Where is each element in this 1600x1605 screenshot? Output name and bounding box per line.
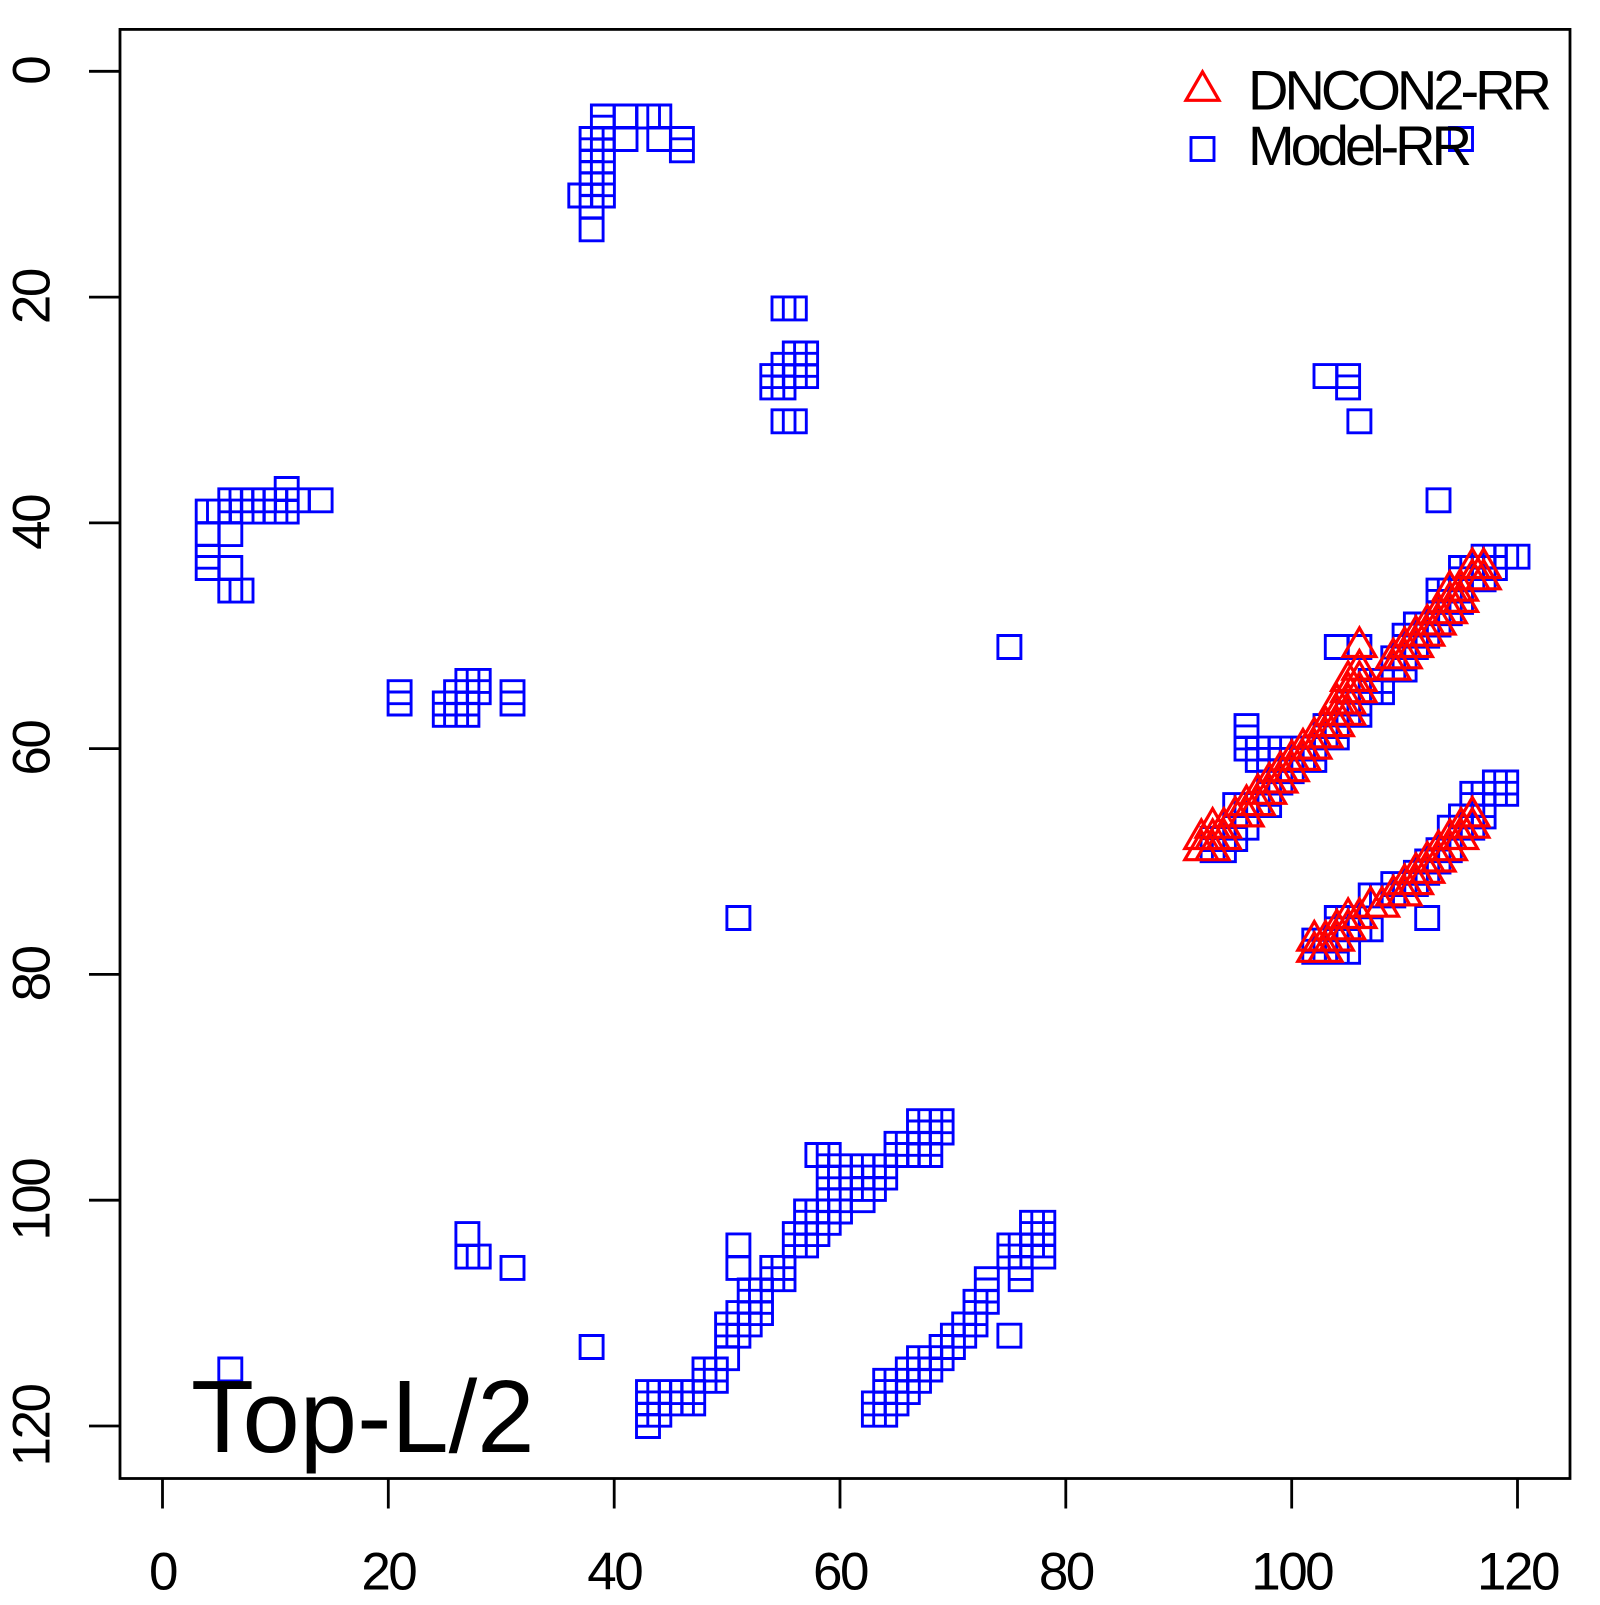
svg-text:20: 20: [3, 269, 62, 324]
svg-text:60: 60: [3, 721, 62, 776]
svg-text:40: 40: [587, 1543, 642, 1601]
svg-text:100: 100: [3, 1159, 62, 1241]
svg-text:80: 80: [3, 946, 62, 1001]
svg-text:60: 60: [813, 1543, 868, 1601]
svg-text:80: 80: [1039, 1543, 1094, 1601]
svg-text:120: 120: [1477, 1543, 1559, 1601]
svg-text:120: 120: [3, 1385, 62, 1467]
svg-text:DNCON2-RR: DNCON2-RR: [1248, 59, 1550, 122]
svg-text:0: 0: [149, 1543, 177, 1601]
svg-text:20: 20: [361, 1543, 416, 1601]
svg-text:Model-RR: Model-RR: [1248, 114, 1470, 177]
svg-text:40: 40: [3, 495, 62, 550]
svg-text:Top-L/2: Top-L/2: [191, 1359, 535, 1474]
svg-text:0: 0: [3, 57, 62, 85]
svg-text:100: 100: [1251, 1543, 1333, 1601]
